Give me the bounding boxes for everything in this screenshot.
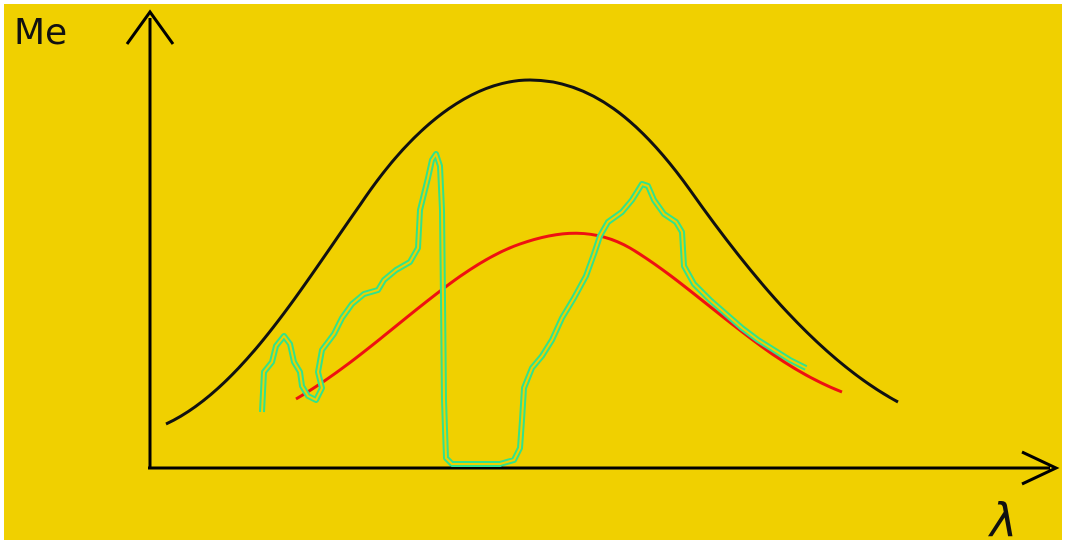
- real-spectrum-inner-line: [261, 153, 807, 465]
- x-axis-arrow-icon: [1021, 450, 1060, 486]
- diagram-background: [4, 4, 1062, 540]
- x-axis-label: λ: [987, 493, 1017, 544]
- blackbody-curve: [165, 78, 899, 426]
- y-axis-arrow-icon: [125, 9, 175, 45]
- real-spectrum-curve: [259, 151, 808, 467]
- graybody-curve: [295, 231, 843, 401]
- y-axis-label: Me: [14, 12, 67, 53]
